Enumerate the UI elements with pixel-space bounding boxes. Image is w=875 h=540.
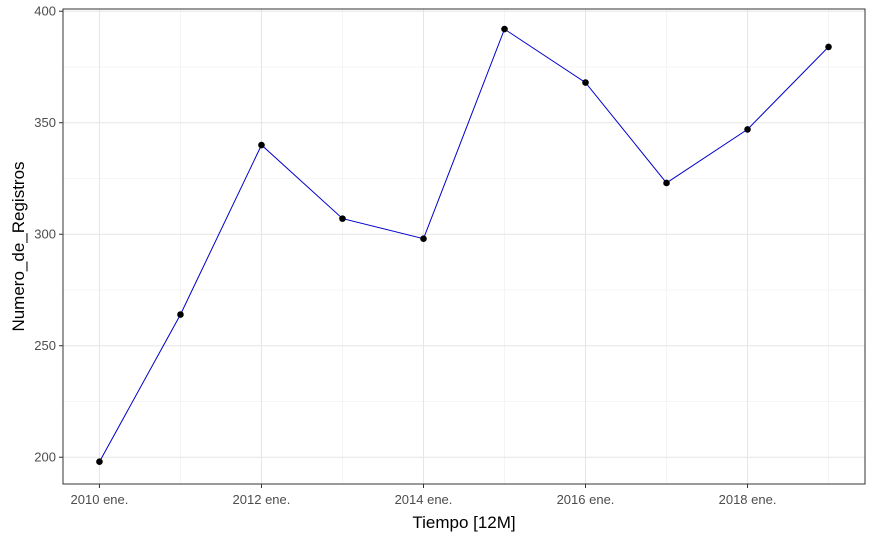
series-layer <box>96 25 832 465</box>
x-axis-title: Tiempo [12M] <box>412 513 515 532</box>
grid-layer <box>63 9 865 484</box>
data-point <box>258 141 265 149</box>
y-tick-label: 300 <box>34 227 56 242</box>
data-point <box>96 458 103 465</box>
data-point <box>663 179 670 187</box>
data-point <box>420 235 427 242</box>
data-point <box>501 25 508 33</box>
y-tick-label: 250 <box>34 338 56 353</box>
series-line <box>99 28 829 462</box>
y-tick-label: 400 <box>34 4 56 19</box>
y-axis-title: Numero_de_Registros <box>9 161 28 331</box>
x-tick-label: 2014 ene. <box>395 492 453 507</box>
plot-panel-border <box>62 8 866 485</box>
data-point <box>339 215 346 222</box>
x-tick-label: 2010 ene. <box>71 492 129 507</box>
x-tick-label: 2018 ene. <box>719 492 777 507</box>
axes-layer: 200 250 300 350 400 2010 ene. 2012 ene. 2014 en… <box>34 4 866 507</box>
data-point <box>582 79 589 86</box>
data-point <box>744 126 751 133</box>
x-tick-label: 2016 ene. <box>557 492 615 507</box>
data-point <box>825 43 832 51</box>
y-tick-label: 200 <box>34 450 56 465</box>
data-point <box>177 311 184 318</box>
y-tick-label: 350 <box>34 115 56 130</box>
x-tick-label: 2012 ene. <box>233 492 291 507</box>
